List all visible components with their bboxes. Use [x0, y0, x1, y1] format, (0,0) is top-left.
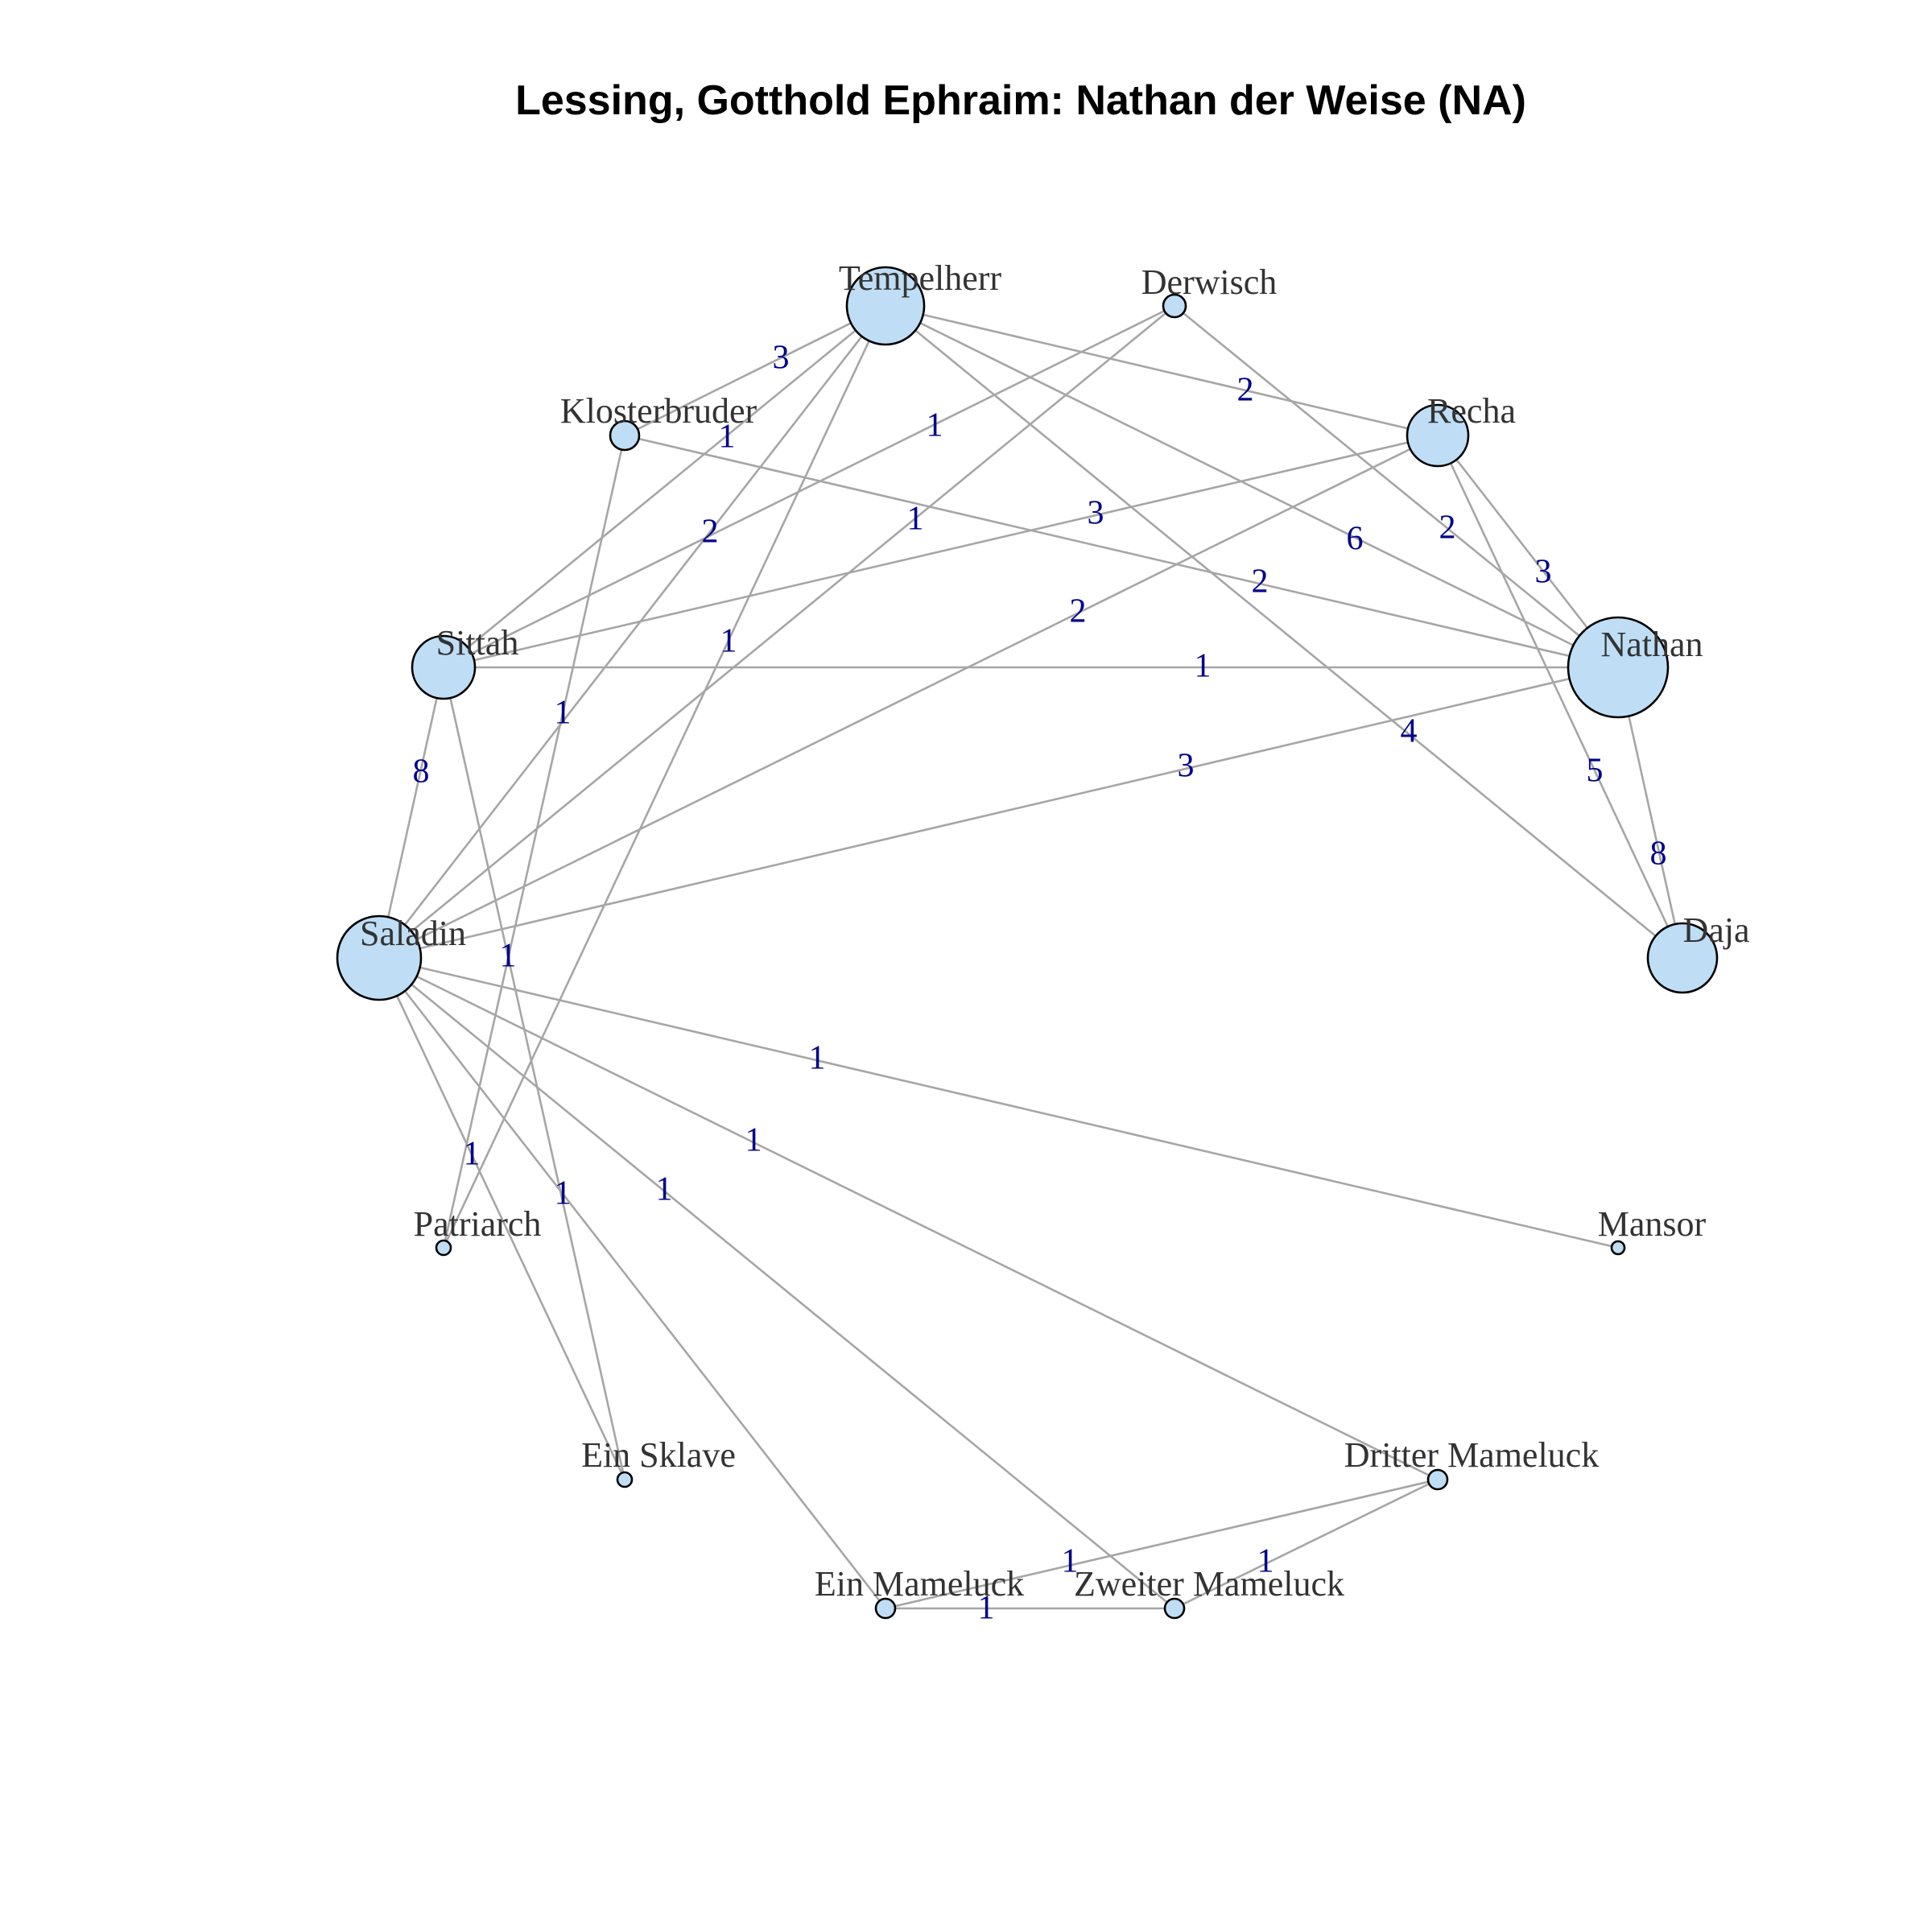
edge-saladin-zweiter	[378, 956, 1175, 1610]
edge-weight-label: 1	[1257, 1543, 1274, 1580]
edge-weight-label: 1	[720, 623, 737, 660]
edge-saladin-sklave	[378, 957, 626, 1480]
edge-weight-label: 1	[1195, 648, 1212, 685]
node-mansor	[1610, 1240, 1626, 1256]
edge-recha-daja	[1436, 435, 1684, 959]
edge-weight-label: 1	[500, 938, 517, 975]
node-nathan	[1567, 616, 1670, 719]
edge-weight-label: 6	[1347, 521, 1364, 558]
edge-derwisch-saladin	[378, 304, 1175, 960]
node-sittah	[411, 634, 477, 700]
node-derwisch	[1162, 293, 1187, 319]
node-label-sittah: Sittah	[436, 623, 519, 663]
node-label-patriarch: Patriarch	[414, 1204, 542, 1244]
edge-recha-sittah	[443, 434, 1439, 669]
node-label-mansor: Mansor	[1598, 1204, 1707, 1244]
edge-derwisch-sittah	[443, 304, 1175, 669]
node-label-daja: Daja	[1682, 910, 1749, 950]
node-daja	[1646, 922, 1719, 994]
edge-weight-label: 2	[1070, 593, 1087, 630]
edge-weight-label: 1	[907, 501, 924, 538]
edge-klosterbruder-nathan	[624, 434, 1619, 669]
edge-nathan-saladin	[378, 666, 1619, 960]
node-saladin	[336, 914, 423, 1001]
edge-recha-saladin	[378, 434, 1439, 960]
nodes-layer	[336, 266, 1719, 1620]
edge-tempelherr-daja	[885, 304, 1683, 960]
node-label-klosterbruder: Klosterbruder	[560, 391, 758, 431]
edge-saladin-einmameluck	[378, 957, 887, 1609]
edge-weight-label: 4	[1401, 713, 1418, 750]
edge-weight-label: 1	[809, 1040, 826, 1077]
node-tempelherr	[845, 266, 926, 346]
edge-weight-label: 1	[464, 1136, 481, 1173]
node-label-einmameluck: Ein Mameluck	[815, 1564, 1024, 1604]
node-labels-layer: Tempelherr Derwisch Recha Nathan Daja Mansor D…	[360, 258, 1750, 1604]
edge-weight-label: 1	[927, 407, 943, 444]
edge-weight-label: 1	[719, 419, 736, 456]
edge-weight-label: 1	[978, 1590, 995, 1627]
edge-tempelherr-patriarch	[442, 305, 887, 1249]
edges-layer	[378, 304, 1684, 1610]
edge-derwisch-nathan	[1174, 304, 1619, 669]
node-zweiter	[1163, 1597, 1186, 1620]
edge-weight-label: 1	[555, 695, 572, 732]
node-label-saladin: Saladin	[360, 914, 466, 953]
edge-klosterbruder-patriarch	[442, 435, 626, 1249]
edge-weight-label: 2	[1439, 510, 1456, 547]
edge-weight-label: 5	[1587, 753, 1604, 790]
edge-weight-label: 3	[773, 340, 790, 377]
edge-tempelherr-sittah	[443, 304, 886, 669]
node-dritter	[1426, 1468, 1449, 1491]
node-label-tempelherr: Tempelherr	[839, 258, 1001, 298]
edge-weight-label: 3	[1535, 554, 1552, 591]
edge-weight-label: 1	[555, 1175, 572, 1212]
edge-weight-label: 1	[1062, 1543, 1079, 1580]
node-label-sklave: Ein Sklave	[581, 1435, 736, 1475]
edge-sittah-saladin	[378, 667, 445, 959]
edge-tempelherr-klosterbruder	[624, 304, 886, 437]
node-klosterbruder	[609, 419, 641, 452]
node-sklave	[616, 1471, 634, 1488]
edge-weight-label: 8	[1650, 836, 1667, 873]
node-label-zweiter: Zweiter Mameluck	[1074, 1564, 1344, 1604]
edge-saladin-mansor	[378, 956, 1619, 1249]
edge-saladin-dritter	[378, 956, 1439, 1481]
node-einmameluck	[874, 1597, 897, 1620]
edge-weight-label: 3	[1088, 495, 1104, 532]
edge-labels-layer: 3 2 1 2 1 6 4 1 1 2 2 1 3 2 3 5 1 8 1 3 8 1 1 1 1 1 1 1 1	[413, 340, 1667, 1627]
edge-weight-label: 2	[1252, 564, 1269, 601]
node-patriarch	[435, 1239, 452, 1257]
edge-weight-label: 8	[413, 753, 430, 791]
node-label-nathan: Nathan	[1600, 625, 1703, 664]
edge-tempelherr-nathan	[885, 304, 1619, 669]
diagram-title: Lessing, Gotthold Ephraim: Nathan der We…	[515, 77, 1526, 124]
edge-tempelherr-saladin	[378, 305, 887, 959]
node-label-derwisch: Derwisch	[1141, 262, 1278, 302]
node-recha	[1406, 403, 1470, 468]
edge-weight-label: 1	[656, 1171, 673, 1208]
edge-zweiter-dritter	[1174, 1478, 1439, 1610]
edge-weight-label: 2	[1237, 372, 1254, 409]
edge-tempelherr-recha	[885, 304, 1439, 437]
edge-weight-label: 1	[745, 1122, 762, 1159]
edge-weight-label: 3	[1178, 748, 1195, 785]
node-label-recha: Recha	[1427, 391, 1516, 431]
node-label-dritter: Dritter Mameluck	[1344, 1435, 1599, 1475]
edge-einmameluck-dritter	[885, 1478, 1439, 1610]
edge-weight-label: 2	[702, 514, 719, 551]
edge-sittah-sklave	[442, 667, 626, 1480]
